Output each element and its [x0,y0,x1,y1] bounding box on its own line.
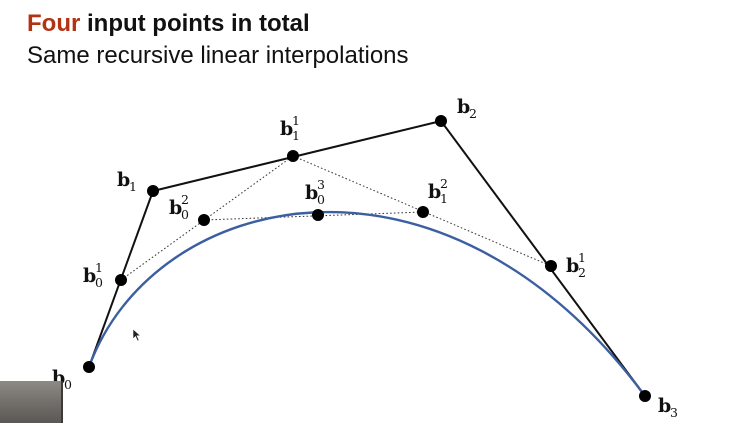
slide-subtitle: Same recursive linear interpolations [27,42,409,69]
slide-title-rest: input points in total [80,10,310,37]
label-b12: b [428,181,441,203]
label-b1-base: b [117,169,130,191]
point-b2 [435,115,447,127]
label-b1-sub: 1 [129,179,137,194]
webcam-thumbnail [0,381,63,423]
label-b03-sup: 3 [317,177,325,192]
slide-title-accent: Four [27,10,81,37]
label-b21-sub: 2 [578,265,586,280]
bezier-curve-layer [87,210,647,398]
label-b21: b [566,255,579,277]
point-b1 [147,185,159,197]
label-b3-base: b [658,395,671,417]
label-b2: b [457,96,470,118]
label-b01-base: b [83,265,96,287]
point-b03 [312,209,324,221]
point-b01 [115,274,127,286]
point-b02 [198,214,210,226]
construction-lines [120,155,552,281]
label-b11-sup: 1 [292,113,300,128]
construction-line-b01-b11 [120,155,294,281]
label-b3-sub: 3 [670,405,678,420]
control-edge-b2-b3 [440,120,646,397]
label-b21-sup: 1 [578,250,586,265]
label-b3: b [658,395,671,417]
point-b11 [287,150,299,162]
point-b3 [639,390,651,402]
slide-title: Four input points in total [27,9,310,39]
label-b01-sup: 1 [95,260,103,275]
label-b01-sub: 0 [95,275,103,290]
label-b11: b [280,118,293,140]
label-b0-sub: 0 [64,377,72,392]
label-b12-sub: 1 [440,191,448,206]
label-b01: b [83,265,96,287]
label-b02: b [169,197,182,219]
label-b03-base: b [305,182,318,204]
point-b12 [417,206,429,218]
label-b11-base: b [280,118,293,140]
label-b03-sub: 0 [317,192,325,207]
label-b2-base: b [457,96,470,118]
construction-line-b02-b12 [203,211,424,221]
label-b12-sup: 2 [440,176,448,191]
label-b02-sub: 0 [181,207,189,222]
construction-line-b11-b21 [292,155,552,267]
label-b21-base: b [566,255,579,277]
mouse-cursor-icon [132,328,142,342]
points-layer [83,115,651,402]
label-b2-sub: 2 [469,106,477,121]
bezier-curve [87,210,647,398]
point-b0 [83,361,95,373]
label-b1: b [117,169,130,191]
label-b02-base: b [169,197,182,219]
point-b21 [545,260,557,272]
label-b02-sup: 2 [181,192,189,207]
label-b12-base: b [428,181,441,203]
label-b03: b [305,182,318,204]
label-b11-sub: 1 [292,128,300,143]
